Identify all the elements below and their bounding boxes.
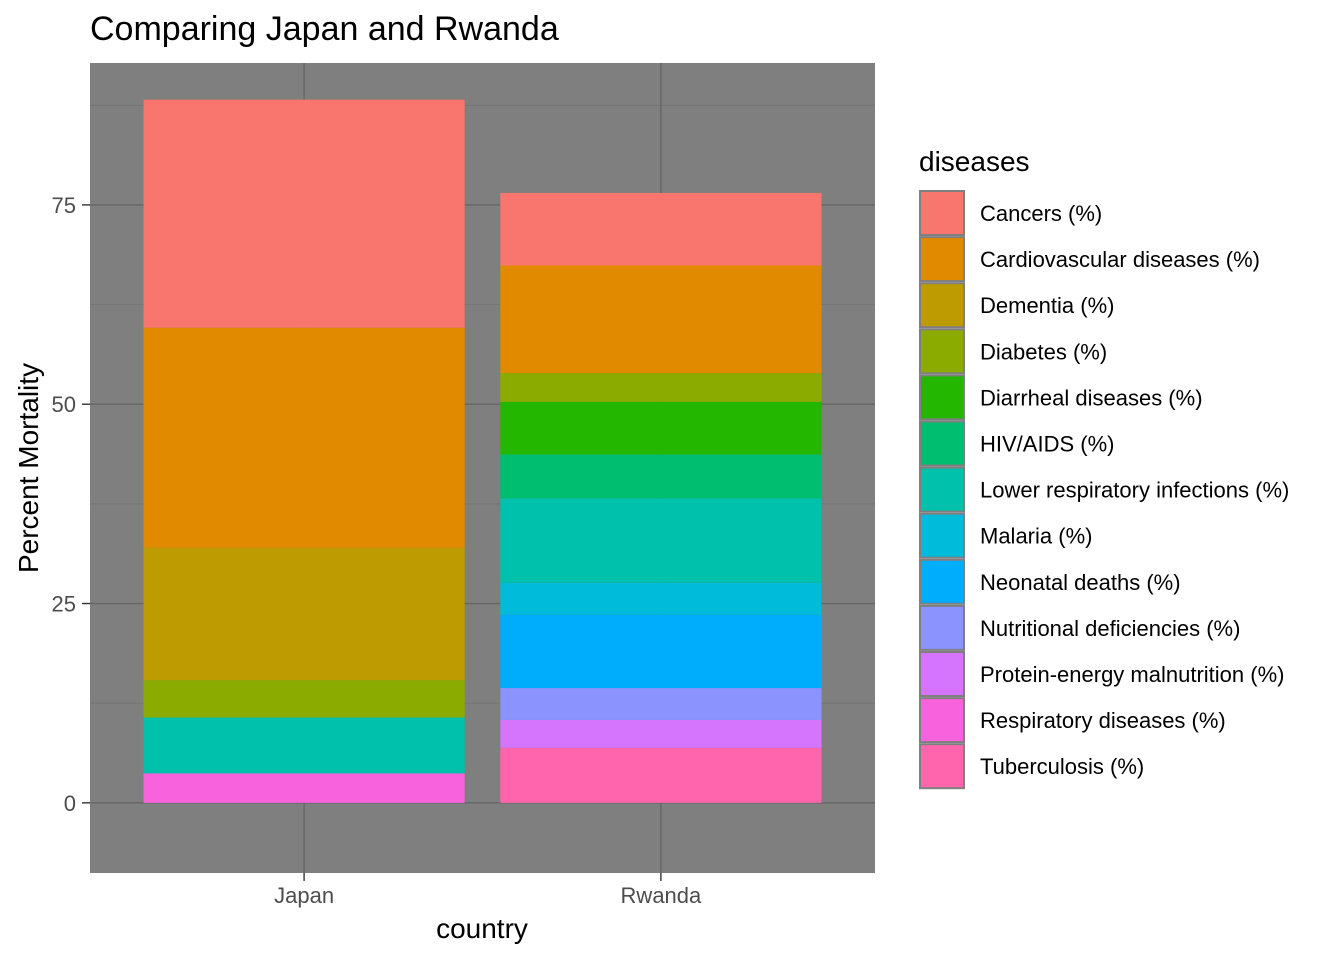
y-tick-label: 50 <box>52 392 76 417</box>
bar-segment-rwanda-12 <box>500 747 822 803</box>
y-tick-label: 0 <box>64 791 76 816</box>
bar-segment-rwanda-7 <box>500 582 822 615</box>
legend-label: HIV/AIDS (%) <box>980 432 1114 457</box>
bar-segment-japan-11 <box>143 773 465 803</box>
bar-segment-rwanda-5 <box>500 454 822 499</box>
y-tick-label: 75 <box>52 193 76 218</box>
bar-segment-japan-2 <box>143 547 465 681</box>
y-axis-title: Percent Mortality <box>13 363 44 573</box>
bar-segment-japan-6 <box>143 717 465 774</box>
x-tick-label: Rwanda <box>621 883 702 908</box>
legend-label: Lower respiratory infections (%) <box>980 478 1289 503</box>
bar-segment-rwanda-6 <box>500 498 822 583</box>
legend: diseases Cancers (%) Cardiovascular disea… <box>919 146 1289 790</box>
legend-key <box>919 743 965 790</box>
legend-label: Respiratory diseases (%) <box>980 708 1226 733</box>
legend-label: Cardiovascular diseases (%) <box>980 247 1260 272</box>
bar-segment-rwanda-8 <box>500 614 822 689</box>
plot-panel <box>90 63 875 873</box>
legend-label: Nutritional deficiencies (%) <box>980 616 1240 641</box>
bar-segment-rwanda-10 <box>500 719 822 748</box>
bar-segment-rwanda-3 <box>500 373 822 402</box>
y-tick-label: 25 <box>52 592 76 617</box>
legend-key <box>919 604 965 651</box>
legend-label: Dementia (%) <box>980 293 1114 318</box>
legend-key <box>919 651 965 697</box>
x-tick-label: Japan <box>274 883 334 908</box>
legend-key <box>919 697 965 744</box>
bar-segment-japan-0 <box>143 99 465 328</box>
legend-key <box>919 512 965 559</box>
bar-segment-japan-1 <box>143 327 465 548</box>
legend-label: Malaria (%) <box>980 524 1092 549</box>
legend-key <box>919 236 965 283</box>
legend-label: Diabetes (%) <box>980 339 1107 364</box>
bar-segment-rwanda-1 <box>500 265 822 374</box>
legend-key <box>919 328 965 375</box>
bar-segment-rwanda-4 <box>500 401 822 455</box>
bar-segment-rwanda-0 <box>500 192 822 266</box>
legend-label: Cancers (%) <box>980 201 1102 226</box>
bar-segment-japan-3 <box>143 680 465 718</box>
legend-key <box>919 374 965 421</box>
x-axis-title: country <box>436 913 528 944</box>
bar-segment-rwanda-9 <box>500 688 822 720</box>
legend-key <box>919 466 965 513</box>
legend-key <box>919 190 965 236</box>
legend-label: Diarrheal diseases (%) <box>980 385 1203 410</box>
legend-key <box>919 282 965 329</box>
legend-title: diseases <box>919 146 1030 177</box>
legend-key <box>919 558 965 605</box>
legend-label: Neonatal deaths (%) <box>980 570 1181 595</box>
legend-label: Protein-energy malnutrition (%) <box>980 662 1284 687</box>
legend-key <box>919 420 965 467</box>
legend-label: Tuberculosis (%) <box>980 754 1144 779</box>
chart-title: Comparing Japan and Rwanda <box>90 10 559 48</box>
